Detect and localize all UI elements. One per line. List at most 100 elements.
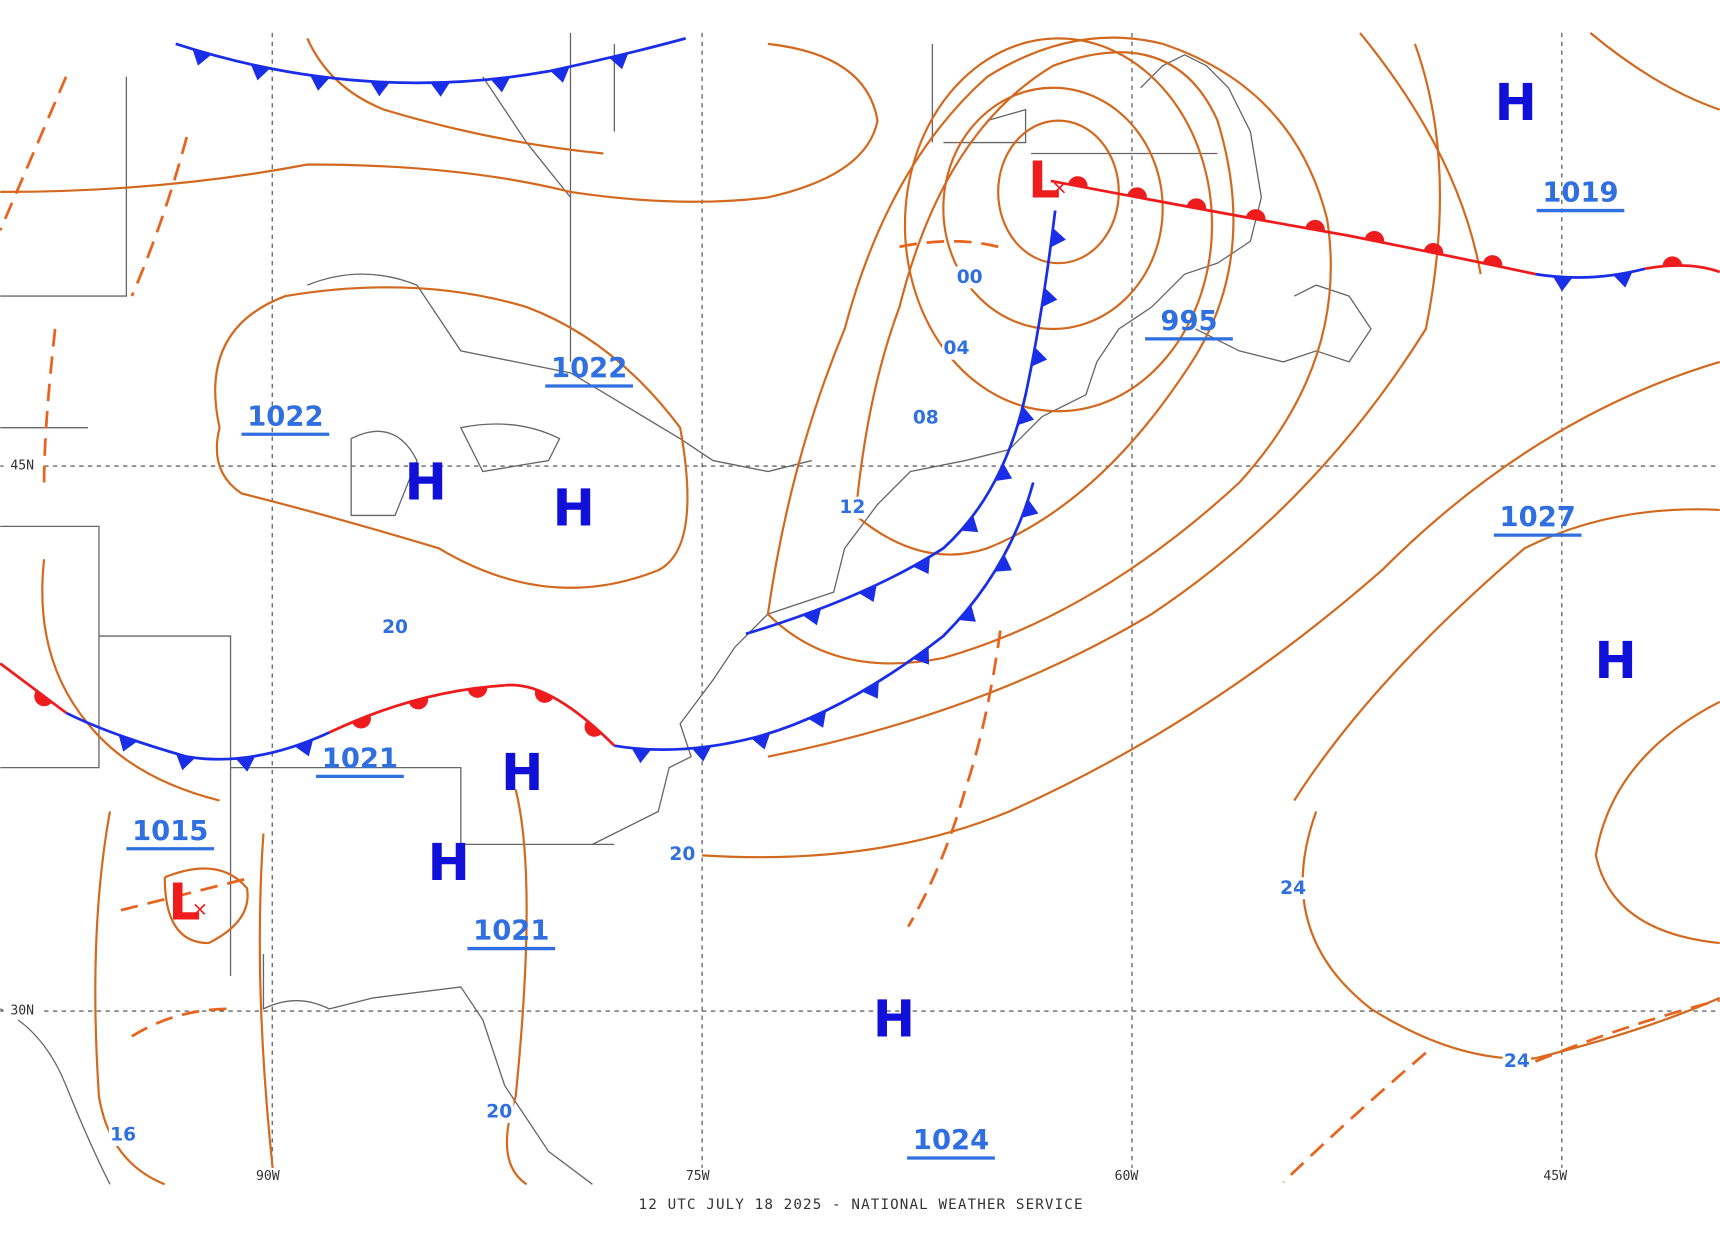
low-cross: × (192, 898, 209, 921)
pressure-label: 1027 (1500, 502, 1576, 533)
isobar-label-bg (1278, 877, 1308, 900)
warm-front (1050, 179, 1536, 276)
front-symbol (994, 554, 1012, 572)
grid-label-bg (3, 1002, 41, 1020)
troughs (0, 76, 1720, 1184)
front-symbol (1127, 187, 1147, 199)
front-symbol (1662, 256, 1683, 267)
front-symbol (958, 604, 976, 622)
trough (130, 136, 189, 297)
warm-front (1644, 264, 1720, 274)
front-symbol (1245, 209, 1266, 221)
isobar-label: 24 (1280, 878, 1306, 899)
front-symbol (550, 66, 570, 83)
front-symbol (858, 584, 877, 602)
isobars (0, 32, 1720, 1186)
front-symbol (751, 732, 771, 750)
grid-label-bg (3, 457, 41, 475)
isobar (997, 119, 1120, 265)
isobar (306, 37, 604, 155)
high-center: H (553, 479, 595, 538)
high-center: H (428, 833, 470, 892)
front-symbol (1068, 176, 1088, 188)
isobar (258, 789, 528, 1186)
pressure-label: 1024 (913, 1125, 989, 1156)
front-symbol (370, 81, 390, 97)
front-symbol (960, 515, 979, 533)
isobar (0, 42, 879, 203)
trough (907, 630, 1002, 928)
front-symbol (1041, 287, 1058, 308)
front-symbol (430, 82, 451, 97)
cold-front (175, 37, 687, 85)
grid (0, 32, 1720, 1185)
front-symbol (294, 739, 314, 757)
trough (1534, 998, 1720, 1063)
high-center: H (405, 452, 447, 511)
front-symbol (1021, 499, 1039, 518)
grid-label: 60W (1115, 1169, 1139, 1184)
cold-front (1535, 267, 1646, 279)
isobar (766, 36, 1332, 665)
coastlines (0, 32, 1372, 1185)
warm-front (328, 684, 505, 734)
isobar-label-bg (108, 1124, 138, 1146)
labels: HL×H HHHHHL×10221022101999510271021101510… (3, 73, 1637, 1213)
low-cross: × (1051, 176, 1068, 199)
isobar-label-bg (668, 843, 697, 866)
footer: 12 UTC JULY 18 2025 - NATIONAL WEATHER S… (639, 1197, 1084, 1213)
isobar-label: 24 (1504, 1051, 1530, 1072)
front-symbol (175, 753, 196, 771)
trough (899, 239, 999, 249)
front-symbol (631, 748, 652, 764)
grid-label: 45N (10, 459, 34, 474)
isobar-label-bg (942, 337, 971, 360)
grid-label: 90W (256, 1169, 280, 1184)
front-symbol (1017, 406, 1035, 426)
trough (0, 76, 68, 231)
pressure-label: 995 (1160, 306, 1217, 337)
front-symbol (912, 647, 930, 665)
high-center: H (873, 990, 915, 1049)
isobar-label: 08 (913, 407, 939, 428)
isobar (767, 43, 1442, 758)
isobar (903, 37, 1214, 413)
high-center: H (1495, 73, 1537, 132)
pressure-label: 1015 (132, 816, 208, 847)
pressure-label: 1022 (551, 353, 627, 384)
trough (120, 875, 253, 912)
isobar-label: 04 (944, 338, 970, 359)
isobar (854, 51, 1235, 556)
isobar (702, 360, 1720, 859)
grid-label: 30N (10, 1004, 34, 1019)
isobar (942, 86, 1164, 331)
isobar-label: 20 (669, 844, 695, 865)
front-symbol (1482, 255, 1503, 268)
cold-front (65, 711, 330, 761)
pressure-label: 1021 (322, 743, 398, 774)
low-center: L (168, 872, 200, 931)
high-center: H (1594, 631, 1636, 690)
front-symbol (691, 746, 712, 762)
front-symbol (1552, 276, 1573, 292)
pressure-label: 1021 (473, 916, 549, 947)
front-symbol (609, 53, 629, 70)
front-symbol (912, 556, 930, 574)
front-symbol (1031, 347, 1048, 367)
grid-label-bg (1536, 1167, 1574, 1186)
front-symbol (1186, 198, 1207, 210)
isobar-label-bg (838, 496, 867, 519)
front-symbol (310, 75, 330, 91)
isobar-label: 20 (486, 1101, 512, 1122)
front-symbol (118, 734, 138, 752)
grid-label: 75W (686, 1169, 710, 1184)
isobar (1301, 811, 1720, 1060)
front-symbol (351, 715, 371, 729)
isobar (214, 286, 689, 589)
front-symbol (235, 756, 256, 772)
front-symbol (250, 64, 271, 81)
front-symbol (1423, 242, 1444, 255)
front-symbol (861, 681, 879, 699)
